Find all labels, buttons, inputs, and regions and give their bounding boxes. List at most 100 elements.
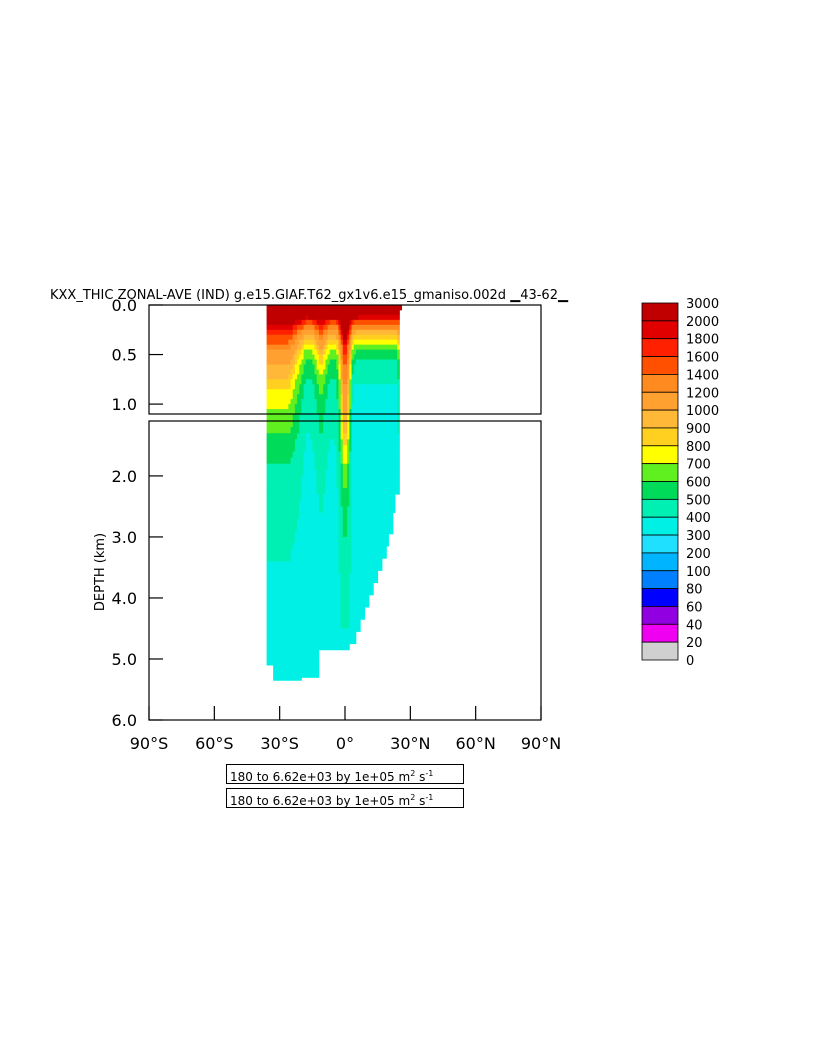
- field-cell: [340, 344, 344, 350]
- field-cell: [284, 445, 287, 452]
- field-cell: [299, 364, 302, 370]
- field-cell: [288, 359, 291, 365]
- field-cell: [286, 500, 289, 507]
- field-cell: [275, 329, 278, 336]
- field-cell: [331, 457, 335, 465]
- field-cell: [340, 349, 344, 355]
- field-cell: [301, 622, 305, 629]
- field-cell: [275, 573, 278, 581]
- field-cell: [323, 518, 326, 526]
- field-cell: [321, 404, 324, 410]
- field-cell: [342, 334, 346, 341]
- field-cell: [275, 634, 278, 642]
- field-cell: [362, 463, 365, 471]
- field-cell: [334, 399, 337, 405]
- field-cell: [323, 305, 326, 311]
- field-cell: [342, 469, 346, 477]
- field-cell: [321, 604, 324, 611]
- field-cell: [373, 389, 376, 395]
- field-cell: [281, 597, 285, 605]
- field-cell: [325, 354, 328, 360]
- field-cell: [331, 445, 335, 452]
- field-cell: [353, 512, 357, 520]
- field-cell: [353, 543, 357, 550]
- field-cell: [275, 494, 278, 501]
- field-cell: [294, 543, 298, 550]
- field-cell: [288, 677, 291, 681]
- field-cell: [342, 482, 346, 489]
- field-cell: [334, 339, 337, 346]
- field-cell: [373, 359, 376, 365]
- field-cell: [386, 488, 389, 495]
- field-cell: [279, 536, 283, 544]
- field-cell: [277, 506, 281, 513]
- field-cell: [351, 314, 355, 321]
- field-cell: [368, 433, 372, 440]
- field-cell: [329, 500, 333, 507]
- field-cell: [314, 319, 318, 326]
- field-cell: [281, 567, 285, 574]
- field-cell: [327, 646, 331, 651]
- field-cell: [297, 512, 300, 520]
- field-cell: [325, 445, 328, 452]
- field-cell: [297, 463, 300, 471]
- field-cell: [277, 573, 281, 581]
- field-cell: [349, 309, 352, 316]
- field-cell: [327, 463, 331, 471]
- field-cell: [277, 394, 281, 400]
- field-cell: [349, 488, 352, 495]
- field-cell: [360, 339, 363, 346]
- field-cell: [336, 646, 339, 651]
- field-cell: [277, 427, 281, 434]
- field-cell: [388, 344, 392, 350]
- field-cell: [279, 622, 283, 629]
- field-cell: [375, 409, 379, 415]
- field-cell: [338, 610, 342, 617]
- field-cell: [345, 530, 348, 538]
- field-cell: [270, 604, 274, 611]
- field-cell: [360, 359, 363, 365]
- field-cell: [353, 524, 357, 532]
- field-cell: [351, 579, 355, 587]
- field-cell: [294, 344, 298, 350]
- field-cell: [277, 561, 281, 568]
- field-cell: [286, 561, 289, 568]
- field-cell: [305, 384, 309, 390]
- field-cell: [395, 389, 398, 395]
- field-cell: [342, 518, 346, 526]
- field-cell: [290, 506, 294, 513]
- y-axis-label: DEPTH (km): [93, 533, 108, 611]
- field-cell: [351, 344, 355, 350]
- field-cell: [303, 324, 307, 331]
- field-cell: [364, 359, 368, 365]
- field-cell: [347, 339, 350, 346]
- field-cell: [397, 369, 400, 375]
- field-cell: [349, 399, 352, 405]
- field-cell: [323, 543, 326, 550]
- field-cell: [345, 439, 348, 446]
- field-cell: [307, 549, 311, 556]
- field-cell: [303, 604, 307, 611]
- field-cell: [384, 439, 387, 446]
- field-cell: [397, 451, 400, 459]
- field-cell: [286, 369, 289, 375]
- field-cell: [364, 384, 368, 390]
- field-cell: [331, 567, 335, 574]
- field-cell: [364, 530, 368, 538]
- field-cell: [292, 610, 296, 617]
- field-cell: [331, 524, 335, 532]
- field-cell: [362, 469, 365, 477]
- field-cell: [273, 518, 276, 526]
- field-cell: [321, 339, 324, 346]
- field-cell: [312, 389, 315, 395]
- field-cell: [392, 469, 396, 477]
- field-cell: [362, 404, 365, 410]
- field-cell: [292, 616, 296, 623]
- field-cell: [316, 634, 320, 642]
- field-cell: [318, 610, 322, 617]
- field-cell: [355, 561, 359, 568]
- field-cell: [297, 389, 300, 395]
- field-cell: [358, 561, 361, 568]
- field-cell: [368, 359, 372, 365]
- field-cell: [279, 549, 283, 556]
